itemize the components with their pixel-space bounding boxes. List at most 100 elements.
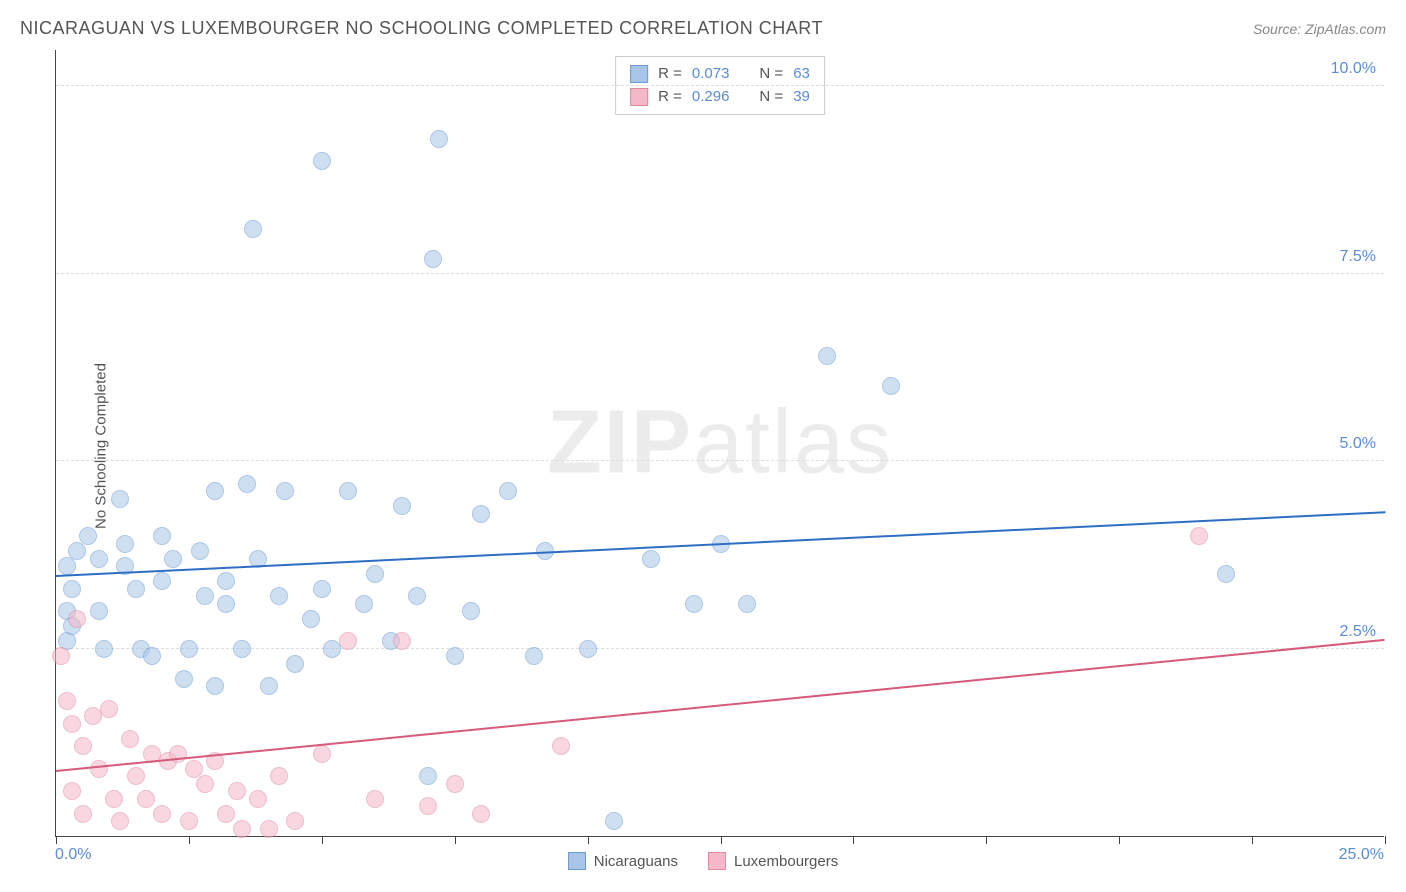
y-tick-label: 7.5% [1340, 248, 1376, 266]
scatter-point [206, 482, 224, 500]
gridline [56, 648, 1384, 649]
legend-item: Nicaraguans [568, 852, 678, 870]
scatter-point [90, 550, 108, 568]
r-value: 0.073 [692, 63, 730, 86]
scatter-point [270, 767, 288, 785]
scatter-point [605, 812, 623, 830]
n-value: 63 [793, 63, 810, 86]
scatter-point [286, 812, 304, 830]
scatter-point [419, 797, 437, 815]
scatter-point [63, 580, 81, 598]
scatter-point [196, 775, 214, 793]
scatter-point [302, 610, 320, 628]
scatter-point [366, 790, 384, 808]
scatter-point [164, 550, 182, 568]
scatter-point [180, 640, 198, 658]
stats-row: R = 0.073 N = 63 [630, 63, 810, 86]
gridline [56, 273, 1384, 274]
scatter-point [127, 580, 145, 598]
scatter-point [175, 670, 193, 688]
scatter-point [393, 497, 411, 515]
r-value: 0.296 [692, 86, 730, 109]
scatter-point [111, 490, 129, 508]
scatter-point [260, 677, 278, 695]
scatter-point [430, 130, 448, 148]
scatter-point [313, 580, 331, 598]
scatter-point [525, 647, 543, 665]
x-tick [1385, 836, 1386, 844]
legend-label: Nicaraguans [594, 853, 678, 870]
n-label: N = [759, 63, 783, 86]
scatter-point [244, 220, 262, 238]
scatter-point [313, 152, 331, 170]
n-value: 39 [793, 86, 810, 109]
scatter-point [58, 692, 76, 710]
scatter-point [1217, 565, 1235, 583]
scatter-point [818, 347, 836, 365]
scatter-point [233, 640, 251, 658]
scatter-point [276, 482, 294, 500]
scatter-point [552, 737, 570, 755]
legend-label: Luxembourgers [734, 853, 838, 870]
scatter-point [116, 535, 134, 553]
r-label: R = [658, 63, 682, 86]
scatter-point [472, 505, 490, 523]
scatter-point [153, 805, 171, 823]
scatter-point [393, 632, 411, 650]
scatter-point [191, 542, 209, 560]
stats-row: R = 0.296 N = 39 [630, 86, 810, 109]
scatter-point [270, 587, 288, 605]
r-label: R = [658, 86, 682, 109]
scatter-point [217, 805, 235, 823]
scatter-point [339, 482, 357, 500]
x-tick [1252, 836, 1253, 844]
scatter-point [63, 782, 81, 800]
scatter-point [462, 602, 480, 620]
scatter-point [137, 790, 155, 808]
scatter-point [153, 527, 171, 545]
scatter-point [74, 805, 92, 823]
legend-item: Luxembourgers [708, 852, 838, 870]
x-tick [1119, 836, 1120, 844]
chart-container: NICARAGUAN VS LUXEMBOURGER NO SCHOOLING … [0, 0, 1406, 892]
scatter-point [249, 790, 267, 808]
y-tick-label: 5.0% [1340, 435, 1376, 453]
x-tick [986, 836, 987, 844]
scatter-point [79, 527, 97, 545]
scatter-point [180, 812, 198, 830]
scatter-point [882, 377, 900, 395]
scatter-point [408, 587, 426, 605]
scatter-point [68, 542, 86, 560]
x-tick [56, 836, 57, 844]
x-tick [189, 836, 190, 844]
scatter-point [446, 647, 464, 665]
scatter-point [68, 610, 86, 628]
scatter-point [260, 820, 278, 838]
n-label: N = [759, 86, 783, 109]
scatter-point [579, 640, 597, 658]
trend-line [56, 512, 1385, 578]
watermark-bold: ZIP [547, 393, 693, 493]
scatter-point [228, 782, 246, 800]
scatter-point [58, 557, 76, 575]
gridline [56, 460, 1384, 461]
scatter-point [105, 790, 123, 808]
y-tick-label: 2.5% [1340, 623, 1376, 641]
scatter-point [366, 565, 384, 583]
scatter-point [63, 715, 81, 733]
scatter-point [111, 812, 129, 830]
scatter-point [1190, 527, 1208, 545]
scatter-point [90, 760, 108, 778]
scatter-point [127, 767, 145, 785]
scatter-point [52, 647, 70, 665]
x-tick [588, 836, 589, 844]
scatter-point [313, 745, 331, 763]
legend-swatch [630, 65, 648, 83]
chart-title: NICARAGUAN VS LUXEMBOURGER NO SCHOOLING … [20, 18, 823, 39]
x-tick [853, 836, 854, 844]
scatter-point [339, 632, 357, 650]
scatter-point [499, 482, 517, 500]
source-attribution: Source: ZipAtlas.com [1253, 21, 1386, 37]
legend-swatch [568, 852, 586, 870]
scatter-point [196, 587, 214, 605]
